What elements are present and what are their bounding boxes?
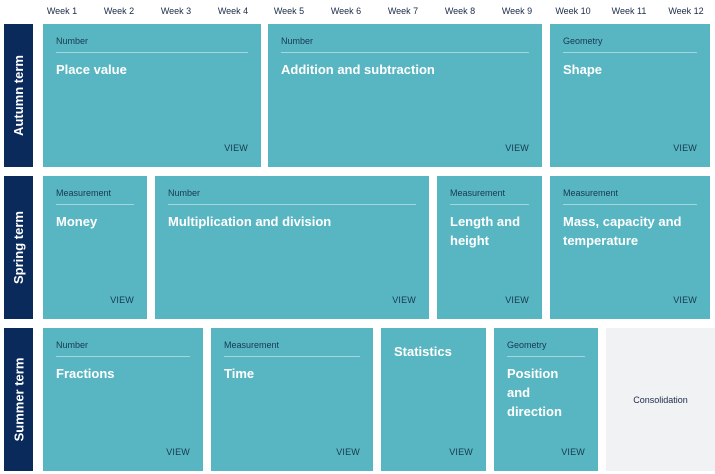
card-category: Geometry [507,340,585,357]
view-link[interactable]: VIEW [505,295,529,305]
week-label: Week 3 [160,6,192,16]
week-label: Week 5 [273,6,305,16]
card-category: Number [168,188,416,205]
term-label-text: Summer term [11,357,26,442]
card-category: Measurement [563,188,697,205]
week-label: Week 6 [330,6,362,16]
autumn-term-row: Autumn term Number Place value VIEW Numb… [0,24,715,167]
card-statistics[interactable]: Statistics VIEW [381,328,486,471]
card-shape[interactable]: Geometry Shape VIEW [550,24,710,167]
view-link[interactable]: VIEW [166,447,190,457]
term-label-autumn: Autumn term [4,24,33,167]
card-title: Length and height [450,214,521,248]
card-time[interactable]: Measurement Time VIEW [211,328,373,471]
view-link[interactable]: VIEW [673,295,697,305]
card-category: Measurement [450,188,529,205]
summer-term-row: Summer term Number Fractions VIEW Measur… [0,328,715,471]
card-fractions[interactable]: Number Fractions VIEW [43,328,203,471]
card-title: Time [224,366,255,381]
card-mass-capacity-temperature[interactable]: Measurement Mass, capacity and temperatu… [550,176,710,319]
week-label: Week 1 [46,6,78,16]
view-link[interactable]: VIEW [561,447,585,457]
card-length-and-height[interactable]: Measurement Length and height VIEW [437,176,542,319]
card-place-value[interactable]: Number Place value VIEW [43,24,261,167]
card-category: Measurement [224,340,360,357]
view-link[interactable]: VIEW [673,143,697,153]
week-label: Week 11 [611,6,647,16]
card-category: Measurement [56,188,134,205]
card-position-and-direction[interactable]: Geometry Position and direction VIEW [494,328,598,471]
card-category: Number [56,340,190,357]
view-link[interactable]: VIEW [392,295,416,305]
term-label-spring: Spring term [4,176,33,319]
term-label-text: Autumn term [11,55,27,136]
card-category: Number [281,36,529,53]
week-label: Week 10 [555,6,591,16]
view-link[interactable]: VIEW [505,143,529,153]
card-money[interactable]: Measurement Money VIEW [43,176,147,319]
card-title: Multiplication and division [168,214,332,229]
card-title: Addition and subtraction [281,62,435,77]
view-link[interactable]: VIEW [449,447,473,457]
card-multiplication-and-division[interactable]: Number Multiplication and division VIEW [155,176,429,319]
week-label: Week 12 [668,6,704,16]
spring-term-row: Spring term Measurement Money VIEW Numbe… [0,176,715,319]
week-label: Week 2 [103,6,135,16]
week-label: Week 7 [387,6,419,16]
consolidation-label: Consolidation [633,394,688,405]
card-addition-and-subtraction[interactable]: Number Addition and subtraction VIEW [268,24,542,167]
card-title: Position and direction [507,366,562,419]
card-category: Number [56,36,248,53]
consolidation-block: Consolidation [606,328,715,471]
term-label-summer: Summer term [4,328,33,471]
view-link[interactable]: VIEW [110,295,134,305]
card-title: Shape [563,62,603,77]
week-header: Week 1 Week 2 Week 3 Week 4 Week 5 Week … [0,0,715,24]
week-label: Week 9 [501,6,533,16]
term-label-text: Spring term [11,211,26,284]
week-label: Week 8 [444,6,476,16]
view-link[interactable]: VIEW [336,447,360,457]
view-link[interactable]: VIEW [224,143,248,153]
card-title: Fractions [56,366,115,381]
card-title: Statistics [394,344,452,359]
card-category: Geometry [563,36,697,53]
card-title: Place value [56,62,127,77]
week-label: Week 4 [217,6,249,16]
card-title: Mass, capacity and temperature [563,214,682,248]
card-title: Money [56,214,98,229]
